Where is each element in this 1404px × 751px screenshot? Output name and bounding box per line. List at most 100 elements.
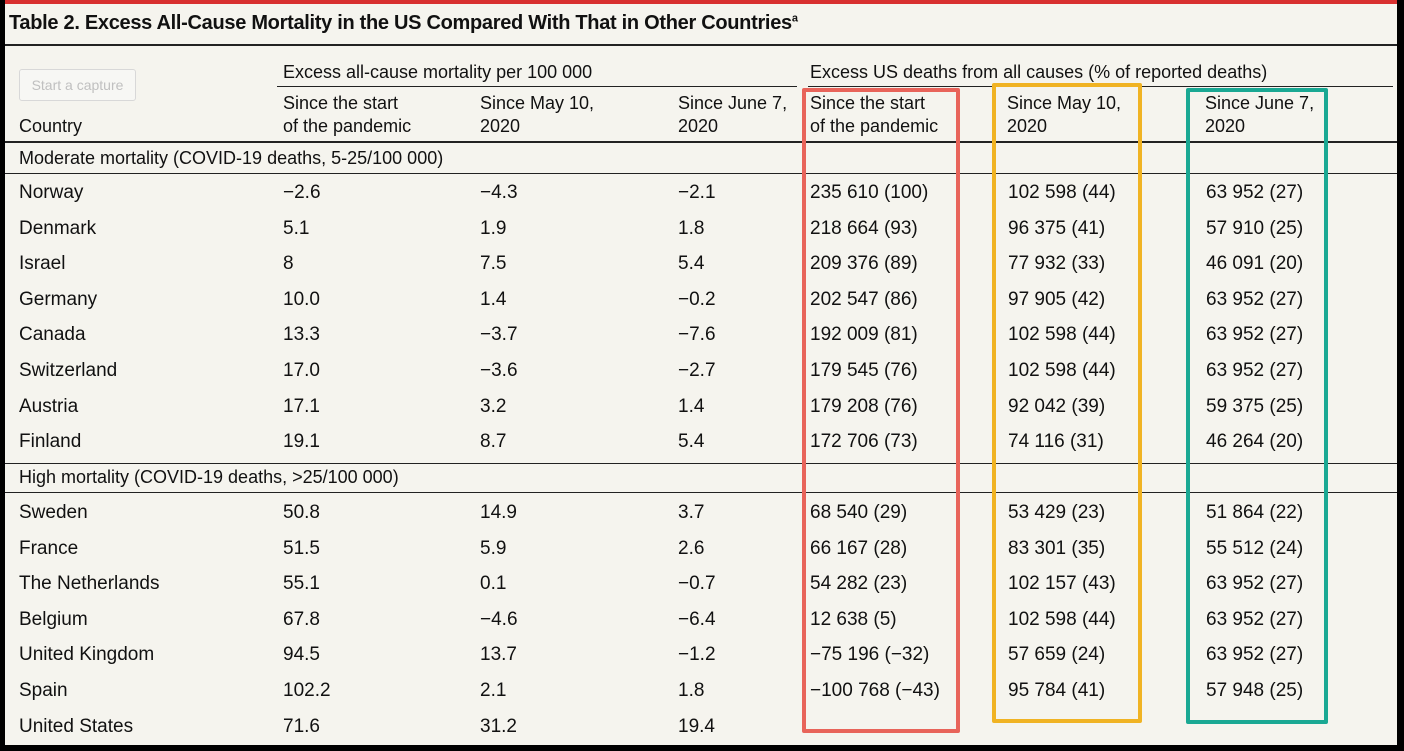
title-footnote: a [791,12,798,25]
cell-d1: 68 540 (29) [810,502,908,523]
table-row: Germany 10.0 1.4 −0.2 202 547 (86) 97 905 (42… [5,289,1397,324]
table-row: Switzerland 17.0 −3.6 −2.7 179 545 (76) 102 5… [5,360,1397,395]
cell-d2: 92 042 (39) [1008,395,1106,417]
section-rule-high [5,492,1397,493]
cell-country: Switzerland [19,360,118,381]
cell-m1: 19.1 [283,431,320,453]
cell-d2: 57 659 (24) [1008,644,1106,666]
cell-m3: −0.7 [678,573,716,595]
table-title: Table 2. Excess All-Cause Mortality in t… [9,12,798,35]
table-row: The Netherlands 55.1 0.1 −0.7 54 282 (23) 102… [5,573,1397,608]
cell-m2: 1.4 [480,288,507,310]
table-row: Austria 17.1 3.2 1.4 179 208 (76) 92 042 (39)… [5,396,1397,431]
cell-m1: 10.0 [283,288,320,310]
cell-d1: 54 282 (23) [810,573,908,595]
cell-m1: 67.8 [283,608,320,630]
cell-m2: 31.2 [480,715,517,737]
cell-d3: 46 264 (20) [1206,431,1304,453]
cell-d3: 63 952 (27) [1206,644,1304,666]
cell-m1: 5.1 [283,217,310,239]
cell-m1: 17.1 [283,395,320,417]
header-rule [5,141,1397,143]
cell-m2: 5.9 [480,537,507,559]
group-rule-1 [277,86,797,87]
cell-country: United Kingdom [19,644,155,666]
cell-m2: −4.3 [480,182,518,203]
col-header-m2-line1: Since May 10, [480,93,595,113]
cell-m2: 13.7 [480,644,517,666]
cell-d2: 95 784 (41) [1008,680,1106,701]
cell-d3: 46 091 (20) [1206,253,1304,275]
cell-m1: 55.1 [283,573,320,595]
section-rule-moderate [5,173,1397,174]
cell-country: Denmark [19,217,97,239]
col-header-d1-line2: of the pandemic [810,116,939,136]
cell-d1: 179 208 (76) [810,395,918,417]
cell-country: Canada [19,324,86,346]
cell-d3: 57 948 (25) [1206,680,1304,701]
highlight-box-since-may [992,83,1142,723]
table-row: Norway −2.6 −4.3 −2.1 235 610 (100) 102 598 (… [5,182,1397,217]
cell-d2: 96 375 (41) [1008,217,1106,239]
group-header-mortality: Excess all-cause mortality per 100 000 [283,62,593,82]
cell-d2: 77 932 (33) [1008,253,1106,275]
col-header-m3-line2: 2020 [678,116,719,136]
cell-m1: 94.5 [283,644,320,666]
start-capture-button[interactable]: Start a capture [19,69,136,101]
cell-m2: 1.9 [480,217,507,239]
table-row: Sweden 50.8 14.9 3.7 68 540 (29) 53 429 (23) 5… [5,502,1397,537]
section-divider [5,463,1397,464]
cell-d3: 57 910 (25) [1206,217,1304,239]
cell-d2: 83 301 (35) [1008,537,1106,559]
cell-m3: 5.4 [678,253,705,275]
cell-d3: 63 952 (27) [1206,288,1304,310]
cell-m1: 8 [283,253,294,275]
cell-d2: 74 116 (31) [1008,431,1104,453]
col-header-d1-line1: Since the start [810,93,926,113]
section-label-moderate: Moderate mortality (COVID-19 deaths, 5-2… [19,148,444,168]
title-accent-bar [5,0,1397,4]
cell-m2: 7.5 [480,253,507,275]
title-rule [5,44,1397,46]
cell-country: France [19,537,79,559]
cell-d1: 192 009 (81) [810,324,918,346]
section-label-high: High mortality (COVID-19 deaths, >25/100… [19,467,399,487]
cell-d3: 63 952 (27) [1206,360,1304,381]
cell-d1: 218 664 (93) [810,217,918,239]
cell-d3: 63 952 (27) [1206,608,1304,630]
cell-m2: −4.6 [480,608,518,630]
cell-d3: 63 952 (27) [1206,182,1304,203]
cell-d2: 102 598 (44) [1008,608,1116,630]
cell-d3: 51 864 (22) [1206,502,1304,523]
cell-m3: 1.4 [678,395,705,417]
table-row: Canada 13.3 −3.7 −7.6 192 009 (81) 102 598 (4… [5,324,1397,359]
cell-d3: 63 952 (27) [1206,324,1304,346]
col-header-d2-line1: Since May 10, [1007,93,1122,113]
cell-d3: 55 512 (24) [1206,537,1304,559]
cell-m1: 17.0 [283,360,320,381]
cell-m1: 50.8 [283,502,320,523]
col-header-d3-line2: 2020 [1205,116,1246,136]
group-header-us-deaths: Excess US deaths from all causes (% of r… [810,62,1268,82]
cell-m3: 19.4 [678,715,715,737]
cell-d2: 102 157 (43) [1008,573,1116,595]
table-row: United States 71.6 31.2 19.4 [5,716,1397,751]
col-header-d3-line1: Since June 7, [1205,93,1315,113]
cell-d3: 63 952 (27) [1206,573,1304,595]
cell-m2: 3.2 [480,395,507,417]
cell-m2: 2.1 [480,680,507,701]
table-row: Israel 8 7.5 5.4 209 376 (89) 77 932 (33) 46 0… [5,253,1397,288]
cell-country: Sweden [19,502,88,523]
table-row: Belgium 67.8 −4.6 −6.4 12 638 (5) 102 598 (44… [5,609,1397,644]
col-header-m1-line2: of the pandemic [283,116,412,136]
cell-m3: 2.6 [678,537,705,559]
table-row: Spain 102.2 2.1 1.8 −100 768 (−43) 95 784 (41… [5,680,1397,715]
cell-m2: 0.1 [480,573,507,595]
cell-m1: −2.6 [283,182,321,203]
highlight-box-since-june [1186,88,1328,724]
cell-d3: 59 375 (25) [1206,395,1304,417]
cell-d2: 102 598 (44) [1008,182,1116,203]
cell-country: Spain [19,680,68,701]
cell-m3: 1.8 [678,680,705,701]
cell-m3: −2.1 [678,182,716,203]
